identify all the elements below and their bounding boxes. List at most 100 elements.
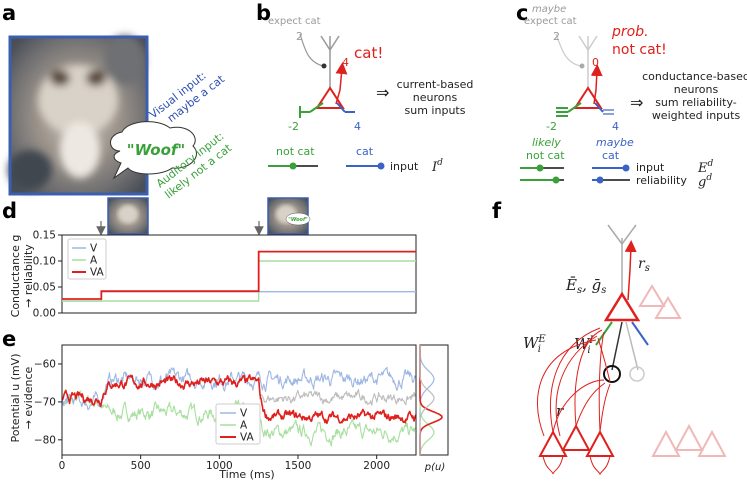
maybe-cat-label-1: maybe: [596, 136, 634, 149]
Es-gs-label: Ēs, ḡs: [565, 276, 606, 296]
legend-label-d: VA: [90, 267, 105, 279]
cat-image: [8, 35, 149, 196]
right-weight-b: 4: [354, 120, 361, 133]
svg-text:sum inputs: sum inputs: [405, 104, 466, 117]
not-cat-exclaim: not cat!: [612, 42, 667, 58]
svg-text:sum reliability-: sum reliability-: [655, 96, 737, 109]
symbol-E: Ed: [697, 159, 714, 176]
thumb-cat-2: "Woof": [267, 197, 311, 235]
WE-label: WE i: [523, 334, 546, 355]
ytick-label-d: 0.10: [33, 256, 56, 268]
svg-text:current-based: current-based: [397, 78, 474, 91]
pu-curve-V: [419, 345, 435, 455]
pu-label: p(u): [424, 462, 446, 473]
right-weight-c: 4: [612, 120, 619, 133]
ytick-label-d: 0.00: [33, 308, 56, 320]
neuron-b: 2 4 cat! -2 4: [288, 30, 383, 133]
panel-label-c: c: [516, 1, 528, 25]
not-cat-label-b: not cat: [276, 145, 315, 158]
xtick-label-e: 500: [131, 460, 151, 472]
legend-d: [67, 238, 107, 280]
input-slider-cat-c: [592, 164, 630, 172]
input-label-c: input: [636, 161, 665, 174]
legend-label-e: V: [240, 408, 248, 420]
maybe-label-c: maybe: [532, 4, 566, 15]
ylabel-d: Conductance g → reliability: [9, 235, 35, 318]
xtick-label-e: 1000: [206, 460, 233, 472]
top-weight-c: 2: [553, 30, 560, 43]
thumb-cat-1: [107, 197, 149, 235]
likely-not-cat-label: not cat: [526, 149, 565, 162]
xlabel-e: Time (ms): [218, 468, 274, 481]
out-weight-c: 0: [592, 56, 599, 69]
series-line-e-gray: [259, 389, 417, 406]
pu-curve-VA: [419, 345, 443, 455]
desc-b: current-based neurons sum inputs: [397, 78, 474, 117]
out-weight-b: 4: [342, 56, 349, 69]
symbol-I: Id: [431, 158, 443, 175]
left-weight-b: -2: [288, 120, 299, 133]
xtick-label-e: 2000: [363, 460, 390, 472]
reliability-slider-cat-c: [592, 176, 630, 184]
series-line-d-VA: [62, 250, 416, 300]
expect-cat-label: expect cat: [268, 16, 321, 27]
series-line-d-V: [62, 291, 416, 302]
input-label-b: input: [390, 160, 419, 173]
xtick-label-e: 0: [59, 460, 66, 472]
pu-distribution: [419, 344, 449, 456]
svg-text:Conductance g: Conductance g: [9, 235, 22, 318]
svg-text:neurons: neurons: [674, 83, 719, 96]
axes-frame-e: [61, 344, 417, 456]
input-slider-notcat-c: [520, 164, 564, 172]
ylabel-e: Potential u (mV) → evidence: [9, 354, 35, 443]
svg-text:weighted inputs: weighted inputs: [652, 109, 741, 122]
series-line-d-A: [62, 260, 416, 302]
ytick-label-e: −60: [34, 358, 56, 370]
maybe-cat-label-2: cat: [602, 149, 620, 162]
r-label: r: [556, 402, 564, 420]
panel-label-f: f: [492, 199, 502, 223]
prob-label: prob.: [611, 24, 649, 40]
cat-label-b: cat: [356, 145, 374, 158]
reliability-label-c: reliability: [636, 174, 687, 187]
cat-exclaim: cat!: [354, 44, 383, 62]
svg-text:neurons: neurons: [413, 91, 458, 104]
ytick-label-e: −70: [34, 396, 56, 408]
panel-label-d: d: [2, 199, 17, 223]
legend-label-e: VA: [240, 432, 255, 444]
series-line-e-VA: [61, 374, 417, 425]
reliability-slider-notcat-c: [520, 176, 564, 184]
input-slider-notcat-b: [268, 162, 318, 170]
ytick-label-d: 0.05: [33, 282, 56, 294]
svg-text:→ evidence: → evidence: [22, 366, 35, 429]
symbol-g: gd: [698, 173, 712, 190]
network-diagram: rs Ēs, ḡs WE i WI i r: [523, 224, 727, 476]
top-weight-b: 2: [296, 30, 303, 43]
svg-text:Potential u (mV): Potential u (mV): [9, 354, 22, 443]
panel-label-e: e: [2, 327, 16, 351]
rs-label: rs: [638, 256, 650, 274]
woof-speech-bubble: "Woof": [110, 121, 197, 180]
xtick-label-e: 1500: [285, 460, 312, 472]
ytick-label-d: 0.15: [33, 230, 56, 242]
woof-text: "Woof": [127, 141, 186, 159]
svg-text:→ reliability: → reliability: [22, 244, 35, 308]
pu-curve-gray: [419, 345, 435, 455]
panel-label-b: b: [256, 1, 271, 25]
svg-text:conductance-based: conductance-based: [642, 70, 747, 83]
legend-label-d: A: [90, 255, 98, 267]
expect-cat-label-c: expect cat: [524, 16, 577, 27]
panel-label-a: a: [2, 1, 16, 25]
legend-label-e: A: [240, 420, 248, 432]
svg-text:"Woof": "Woof": [288, 217, 308, 223]
legend-e: [215, 403, 261, 445]
axes-frame-d: [61, 234, 417, 314]
implies-arrow-c: ⇒: [630, 93, 643, 112]
neuron-c: 2 0 -2 4: [546, 30, 619, 133]
desc-c: conductance-based neurons sum reliabilit…: [642, 70, 747, 122]
implies-arrow-b: ⇒: [376, 83, 389, 102]
ytick-label-e: −80: [34, 434, 56, 446]
